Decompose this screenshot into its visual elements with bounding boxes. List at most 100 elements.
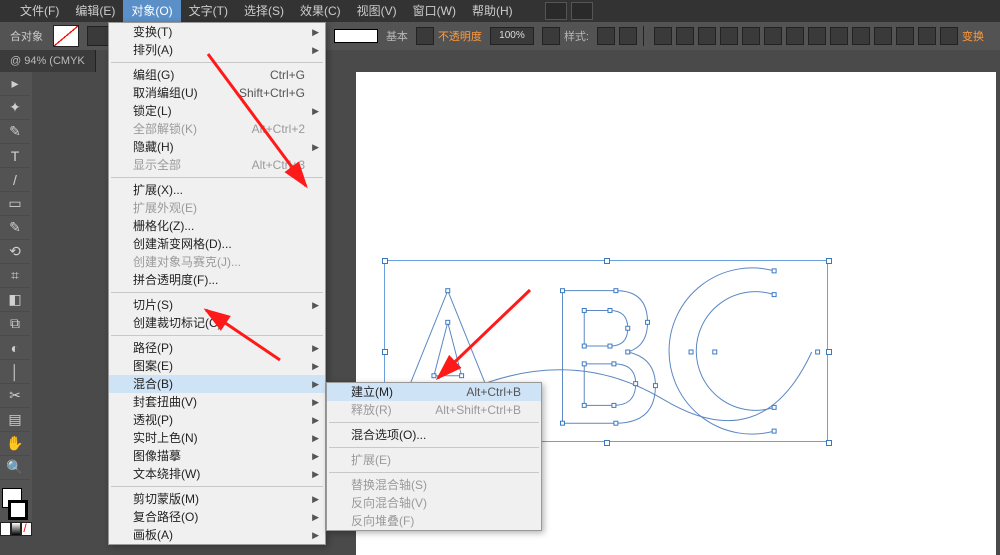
- fill-swatch[interactable]: [53, 25, 79, 47]
- transform-label[interactable]: 变换: [962, 28, 984, 44]
- tool-13[interactable]: ✂: [0, 384, 30, 408]
- style-dd[interactable]: [619, 27, 637, 45]
- selection-handle[interactable]: [604, 258, 610, 264]
- align-icon-5[interactable]: [764, 27, 782, 45]
- tool-9[interactable]: ◧: [0, 288, 30, 312]
- menu-item-label: 透视(P): [133, 411, 173, 429]
- stroke-preview[interactable]: [334, 29, 378, 43]
- tool-14[interactable]: ▤: [0, 408, 30, 432]
- menu-item[interactable]: 取消编组(U)Shift+Ctrl+G: [109, 84, 325, 102]
- menu-帮助[interactable]: 帮助(H): [464, 0, 521, 22]
- submenu-arrow-icon: ▶: [312, 375, 319, 393]
- menu-item[interactable]: 实时上色(N)▶: [109, 429, 325, 447]
- layout-icon-2[interactable]: [571, 2, 593, 20]
- menu-item[interactable]: 编组(G)Ctrl+G: [109, 66, 325, 84]
- tool-1[interactable]: ✦: [0, 96, 30, 120]
- align-icon-7[interactable]: [808, 27, 826, 45]
- selection-handle[interactable]: [826, 349, 832, 355]
- align-icon-11[interactable]: [896, 27, 914, 45]
- layout-icon-1[interactable]: [545, 2, 567, 20]
- align-icon-10[interactable]: [874, 27, 892, 45]
- menu-item[interactable]: 混合(B)▶: [109, 375, 325, 393]
- menu-效果[interactable]: 效果(C): [292, 0, 349, 22]
- menu-item-label: 文本绕排(W): [133, 465, 200, 483]
- selection-handle[interactable]: [604, 440, 610, 446]
- align-icon-2[interactable]: [698, 27, 716, 45]
- menu-item: 替换混合轴(S): [327, 476, 541, 494]
- selection-handle[interactable]: [826, 440, 832, 446]
- menu-item[interactable]: 切片(S)▶: [109, 296, 325, 314]
- style-swatch[interactable]: [597, 27, 615, 45]
- menu-item[interactable]: 图案(E)▶: [109, 357, 325, 375]
- menu-item[interactable]: 图像描摹▶: [109, 447, 325, 465]
- menu-item-label: 替换混合轴(S): [351, 476, 427, 494]
- menu-item[interactable]: 封套扭曲(V)▶: [109, 393, 325, 411]
- submenu-arrow-icon: ▶: [312, 339, 319, 357]
- menu-item-label: 扩展(X)...: [133, 181, 183, 199]
- tool-4[interactable]: /: [0, 168, 30, 192]
- document-tab[interactable]: @ 94% (CMYK: [0, 50, 96, 72]
- tool-2[interactable]: ✎: [0, 120, 30, 144]
- tool-7[interactable]: ⟲: [0, 240, 30, 264]
- menu-item[interactable]: 隐藏(H)▶: [109, 138, 325, 156]
- menu-item[interactable]: 创建渐变网格(D)...: [109, 235, 325, 253]
- tool-5[interactable]: ▭: [0, 192, 30, 216]
- menu-item[interactable]: 剪切蒙版(M)▶: [109, 490, 325, 508]
- menu-item[interactable]: 变换(T)▶: [109, 23, 325, 41]
- selection-handle[interactable]: [382, 258, 388, 264]
- opacity-dd[interactable]: [542, 27, 560, 45]
- align-icon-9[interactable]: [852, 27, 870, 45]
- menu-视图[interactable]: 视图(V): [349, 0, 405, 22]
- menu-item-label: 显示全部: [133, 156, 181, 174]
- menu-item[interactable]: 排列(A)▶: [109, 41, 325, 59]
- tool-16[interactable]: 🔍: [0, 456, 30, 480]
- menu-item[interactable]: 栅格化(Z)...: [109, 217, 325, 235]
- tool-15[interactable]: ✋: [0, 432, 30, 456]
- menu-item-label: 锁定(L): [133, 102, 172, 120]
- menu-item-label: 复合路径(O): [133, 508, 198, 526]
- menu-item[interactable]: 复合路径(O)▶: [109, 508, 325, 526]
- menu-item[interactable]: 拼合透明度(F)...: [109, 271, 325, 289]
- color-mode-row[interactable]: /: [0, 522, 32, 536]
- align-icon-6[interactable]: [786, 27, 804, 45]
- align-icon-13[interactable]: [940, 27, 958, 45]
- menu-item[interactable]: 路径(P)▶: [109, 339, 325, 357]
- align-icon-1[interactable]: [676, 27, 694, 45]
- submenu-arrow-icon: ▶: [312, 429, 319, 447]
- tool-6[interactable]: ✎: [0, 216, 30, 240]
- align-icon-8[interactable]: [830, 27, 848, 45]
- tool-10[interactable]: ⧉: [0, 312, 30, 336]
- align-icon-12[interactable]: [918, 27, 936, 45]
- menu-item[interactable]: 画板(A)▶: [109, 526, 325, 544]
- menu-窗口[interactable]: 窗口(W): [405, 0, 464, 22]
- fill-stroke-control[interactable]: [0, 486, 30, 522]
- opacity-value[interactable]: 100%: [490, 27, 534, 45]
- menu-文件[interactable]: 文件(F): [12, 0, 67, 22]
- menu-对象[interactable]: 对象(O): [123, 0, 180, 22]
- align-icon-0[interactable]: [654, 27, 672, 45]
- stroke-style-dd[interactable]: [416, 27, 434, 45]
- submenu-arrow-icon: ▶: [312, 447, 319, 465]
- menu-item[interactable]: 文本绕排(W)▶: [109, 465, 325, 483]
- menu-编辑[interactable]: 编辑(E): [67, 0, 123, 22]
- align-icon-3[interactable]: [720, 27, 738, 45]
- align-icon-4[interactable]: [742, 27, 760, 45]
- menu-item[interactable]: 扩展(X)...: [109, 181, 325, 199]
- control-left-label: 合对象: [4, 28, 49, 44]
- tool-0[interactable]: ▸: [0, 72, 30, 96]
- submenu-arrow-icon: ▶: [312, 393, 319, 411]
- menu-item[interactable]: 锁定(L)▶: [109, 102, 325, 120]
- tool-8[interactable]: ⌗: [0, 264, 30, 288]
- stroke-swatch[interactable]: [87, 26, 109, 46]
- menu-item[interactable]: 透视(P)▶: [109, 411, 325, 429]
- menu-item[interactable]: 建立(M)Alt+Ctrl+B: [327, 383, 541, 401]
- menu-文字[interactable]: 文字(T): [181, 0, 236, 22]
- menu-item[interactable]: 创建裁切标记(C): [109, 314, 325, 332]
- menu-item[interactable]: 混合选项(O)...: [327, 426, 541, 444]
- tool-11[interactable]: ◐: [0, 336, 30, 360]
- selection-handle[interactable]: [826, 258, 832, 264]
- selection-handle[interactable]: [382, 349, 388, 355]
- menu-选择[interactable]: 选择(S): [236, 0, 292, 22]
- tool-3[interactable]: T: [0, 144, 30, 168]
- tool-12[interactable]: │: [0, 360, 30, 384]
